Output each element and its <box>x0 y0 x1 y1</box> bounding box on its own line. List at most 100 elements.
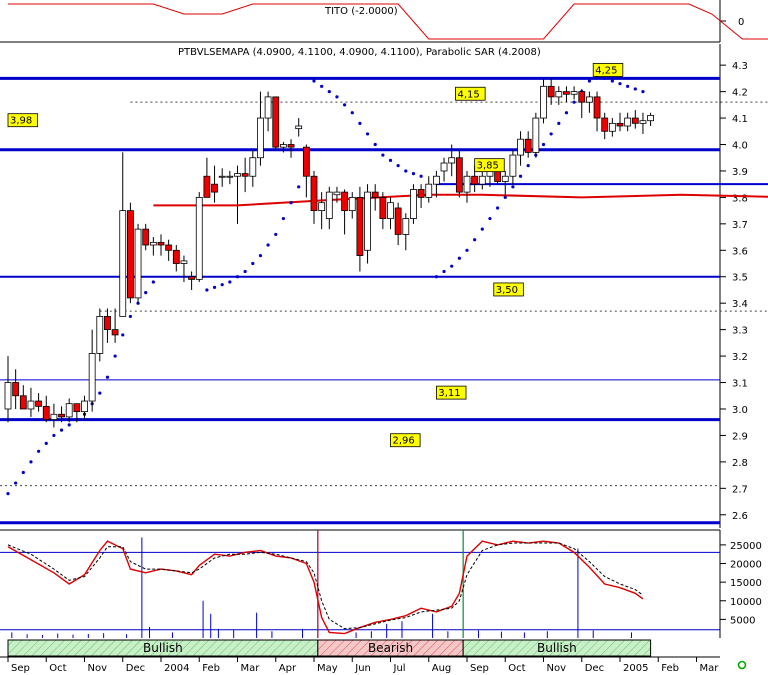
x-axis-tick-label: Nov <box>88 663 108 674</box>
sar-dot <box>396 164 400 168</box>
corner-icon[interactable] <box>737 660 747 670</box>
candle-body <box>333 191 341 196</box>
sar-dot <box>388 158 393 162</box>
candle-body <box>455 157 463 193</box>
candle-body <box>463 175 471 193</box>
sar-dot <box>251 261 255 266</box>
candle-body <box>417 189 425 198</box>
sar-dot <box>320 84 324 88</box>
x-axis-tick-label: Feb <box>661 663 679 674</box>
candle-body <box>341 191 349 212</box>
x-axis-tick-label: Apr <box>279 663 297 674</box>
candle-body <box>272 96 280 148</box>
sar-dot <box>373 142 377 147</box>
level-label-text: 4,15 <box>458 89 480 100</box>
candle-body <box>364 191 371 251</box>
regime-segment <box>462 639 652 657</box>
candle-body <box>310 175 318 212</box>
sar-dot <box>151 280 155 284</box>
candle-body <box>157 241 165 246</box>
candle-body <box>647 115 654 122</box>
sar-dot <box>212 285 217 289</box>
candle-body <box>12 382 20 397</box>
sar-dot <box>488 216 492 221</box>
price-y-tick-label: 4.3 <box>732 61 748 72</box>
sar-dot <box>235 275 240 279</box>
candle-body <box>165 244 173 251</box>
x-axis-tick-label: Jun <box>354 663 371 674</box>
sar-dot <box>564 111 569 115</box>
sar-dot <box>258 253 263 258</box>
sar-dot <box>59 428 64 432</box>
candle-body <box>218 175 226 178</box>
x-axis-tick-label: Dec <box>585 663 604 674</box>
candle-body <box>616 122 624 127</box>
volume-panel: 25000 20000 15000 10000 5000 <box>0 529 762 638</box>
candle-body <box>601 117 609 132</box>
top-indicator-tick-label: 0 <box>738 17 744 28</box>
candle-body <box>257 117 264 159</box>
candle-body <box>394 207 402 235</box>
candle-body <box>517 138 524 156</box>
volume-y-tick-label: 5000 <box>730 615 755 626</box>
sar-dot <box>419 174 423 178</box>
x-axis-tick-label: Sep <box>470 663 489 674</box>
level-label-box <box>592 63 624 77</box>
sar-dot <box>297 185 301 189</box>
sar-dot <box>641 90 645 94</box>
candle-body <box>96 316 104 354</box>
candle-body <box>478 175 486 185</box>
candle-body <box>356 196 364 256</box>
sar-dot <box>541 142 546 147</box>
sar-dot <box>457 256 461 260</box>
sar-dot <box>21 470 25 475</box>
price-y-tick-label: 3.0 <box>732 405 748 416</box>
candle-body <box>509 154 517 177</box>
candle-body <box>249 157 257 177</box>
candle-body <box>555 91 563 98</box>
x-axis-tick-label: Oct <box>49 663 66 674</box>
candle-body <box>425 183 433 198</box>
candle-body <box>325 191 333 219</box>
x-axis-tick-label: 2005 <box>623 663 648 674</box>
volume-y-tick-label: 25000 <box>730 541 762 552</box>
candle-body <box>4 382 12 410</box>
sar-dot <box>281 216 285 221</box>
sar-dot <box>274 232 278 237</box>
candle-body <box>501 175 509 182</box>
sar-dot <box>526 164 530 168</box>
level-label-text: 2,96 <box>393 436 415 447</box>
top-indicator-panel: TITO (-2.0000) 0 <box>0 0 768 43</box>
x-axis: Sep Oct Nov Dec 2004 Feb Mar Apr May Jun Jul Aug Sep… <box>0 656 720 674</box>
sar-dot <box>144 291 148 295</box>
candle-body <box>195 196 203 280</box>
sar-dot <box>626 84 630 88</box>
price-y-tick-label: 2.7 <box>732 484 748 495</box>
sar-dot <box>618 82 622 86</box>
moving-average-line <box>153 193 768 207</box>
sar-dot <box>113 354 117 358</box>
sar-dot <box>105 375 110 379</box>
sar-dot <box>29 460 33 464</box>
candle-body <box>318 202 326 212</box>
sar-dot <box>312 79 316 83</box>
price-y-tick-label: 3.9 <box>732 167 748 178</box>
level-label-text: 4,25 <box>595 65 617 76</box>
candle-body <box>432 175 440 185</box>
sar-dot <box>98 391 102 395</box>
candle-body <box>371 191 379 198</box>
candle-body <box>142 228 150 246</box>
level-label-text: 3,85 <box>477 161 499 172</box>
price-y-tick-label: 3.5 <box>732 273 748 284</box>
candle-body <box>58 413 65 418</box>
candle-body <box>524 138 532 153</box>
candle-body <box>578 91 586 103</box>
price-y-tick-label: 2.8 <box>732 458 748 469</box>
sar-dot <box>67 423 71 427</box>
sar-dot <box>496 206 500 210</box>
price-panel: PTBVLSEMAPA (4.0900, 4.1100, 4.0900, 4.1… <box>0 44 768 528</box>
candle-body <box>540 85 547 119</box>
sar-dot <box>365 132 370 136</box>
sar-dot <box>381 153 385 157</box>
